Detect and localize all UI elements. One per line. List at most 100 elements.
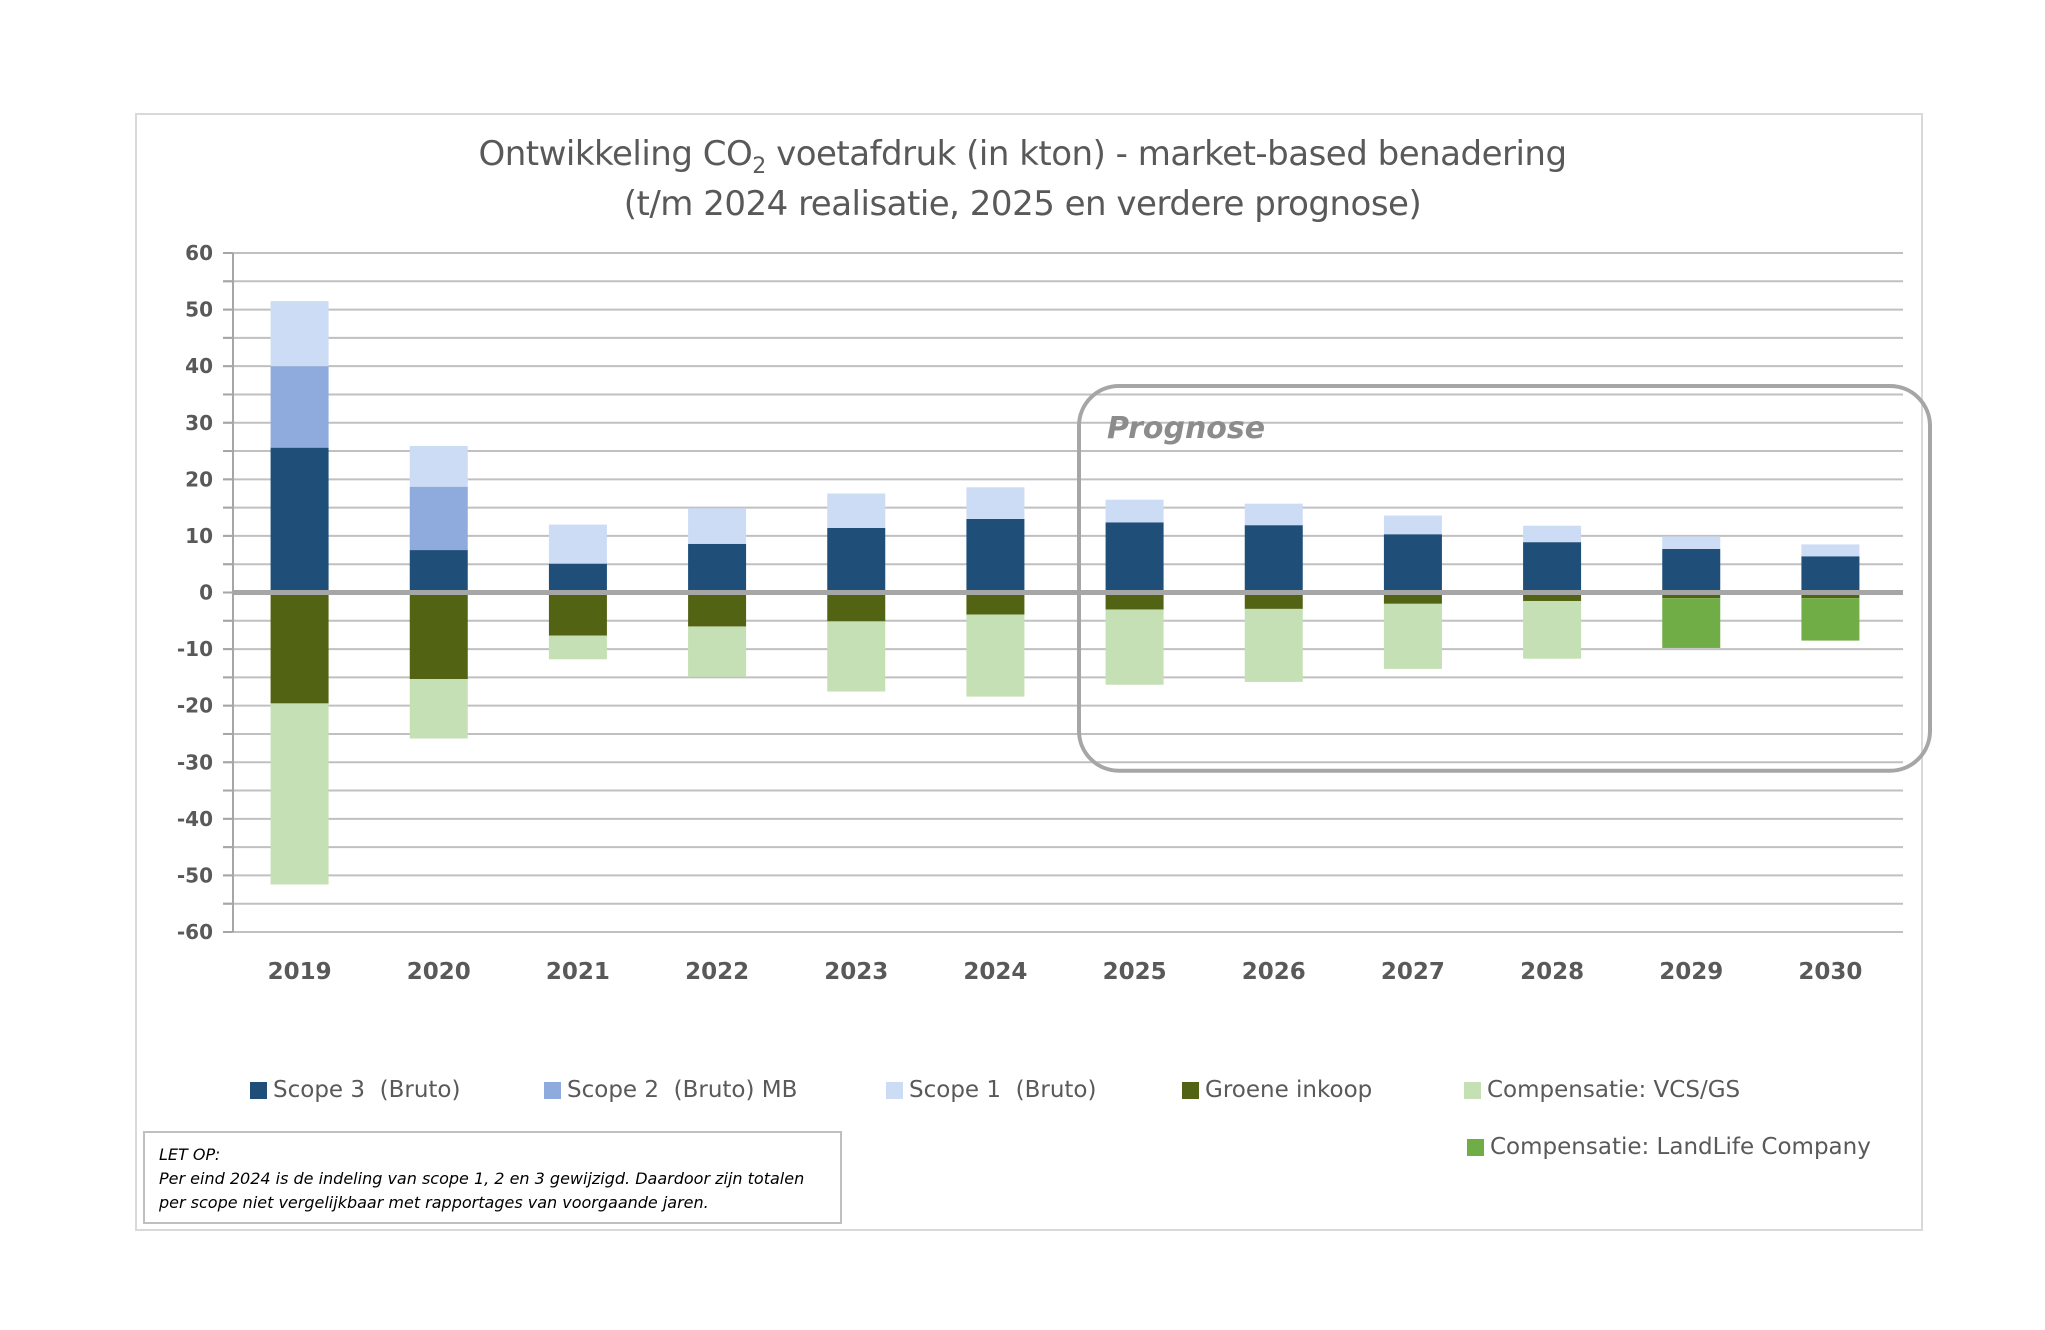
bar-2021-series-2 (548, 524, 607, 564)
bar-2019-series-3 (270, 592, 329, 704)
legend-item: Scope 2 (Bruto) MB (544, 1077, 797, 1103)
x-tick-label: 2019 (268, 959, 332, 985)
bar-2028-series-2 (1523, 525, 1582, 543)
y-tick-label: 10 (185, 524, 213, 548)
legend-label: Groene inkoop (1205, 1077, 1373, 1103)
x-tick-label: 2029 (1659, 959, 1723, 985)
bar-2021-series-4 (548, 635, 607, 660)
bar-2019-series-0 (270, 447, 329, 593)
y-tick-label: 20 (185, 467, 213, 491)
bar-2030-series-5 (1801, 598, 1860, 641)
note-line-1: Per eind 2024 is de indeling van scope 1… (159, 1169, 805, 1188)
y-tick-label: -50 (177, 863, 213, 887)
bar-2022-series-4 (688, 626, 747, 677)
legend-swatch (1182, 1081, 1199, 1099)
legend-swatch (1464, 1081, 1481, 1099)
note-heading: LET OP: (159, 1145, 221, 1164)
bar-2027-series-0 (1383, 534, 1442, 593)
legend-item: Compensatie: LandLife Company (1467, 1134, 1871, 1160)
x-tick-label: 2028 (1520, 959, 1584, 985)
y-tick-label: 40 (185, 354, 213, 378)
legend-label: Scope 2 (Bruto) MB (567, 1077, 798, 1103)
bar-2026-series-4 (1244, 608, 1303, 682)
x-tick-labels: 2019 2020 2021 2022 2023 2024 2025 2026 2027 2028… (268, 959, 1863, 985)
chart-title-line2: (t/m 2024 realisatie, 2025 en verdere pr… (623, 184, 1422, 224)
note-box: LET OP: Per eind 2024 is de indeling van… (143, 1131, 842, 1224)
y-tick-label: -20 (177, 694, 213, 718)
bar-2024-series-3 (966, 592, 1025, 615)
bar-2025-series-3 (1105, 592, 1164, 610)
legend-item: Scope 3 (Bruto) (250, 1077, 460, 1103)
legend-item: Compensatie: VCS/GS (1464, 1077, 1740, 1103)
bar-2023-series-0 (827, 527, 886, 593)
bar-2026-series-0 (1244, 525, 1303, 593)
bar-2022-series-3 (688, 592, 747, 627)
bar-2020-series-1 (409, 486, 468, 551)
legend-swatch (250, 1081, 267, 1099)
y-tick-label: 0 (199, 581, 213, 605)
bar-2028-series-3 (1523, 592, 1582, 601)
bar-2019-series-2 (270, 301, 329, 367)
bar-2022-series-2 (688, 508, 747, 544)
legend-label: Scope 3 (Bruto) (273, 1077, 461, 1103)
bar-2023-series-2 (827, 493, 886, 528)
bar-2029-series-2 (1662, 536, 1721, 549)
bar-2020-series-2 (409, 445, 468, 487)
bars (270, 301, 1860, 885)
y-tick-labels: 60 50 40 30 20 10 0 -10 -20 -30 -40 -50 -60 (177, 241, 213, 944)
bar-2027-series-4 (1383, 603, 1442, 669)
bar-2022-series-0 (688, 543, 747, 593)
bar-2029-series-3 (1662, 592, 1721, 599)
chart-title-line1: Ontwikkeling CO2 voetafdruk (in kton) - … (478, 134, 1567, 179)
legend-swatch (886, 1081, 903, 1099)
bar-2024-series-0 (966, 518, 1025, 593)
y-tick-label: -40 (177, 807, 213, 831)
x-tick-label: 2020 (407, 959, 471, 985)
bar-2025-series-2 (1105, 499, 1164, 523)
y-tick-label: -30 (177, 750, 213, 774)
bar-2024-series-2 (966, 487, 1025, 519)
legend-label: Compensatie: VCS/GS (1487, 1077, 1741, 1103)
gridlines (223, 252, 1903, 933)
y-tick-label: 50 (185, 298, 213, 322)
y-tick-label: 30 (185, 411, 213, 435)
bar-2020-series-0 (409, 550, 468, 593)
y-tick-label: -60 (177, 920, 213, 944)
prognose-box: Prognose (1077, 383, 1932, 773)
x-tick-label: 2024 (963, 959, 1027, 985)
bar-2023-series-4 (827, 621, 886, 692)
bar-2021-series-0 (548, 563, 607, 593)
x-tick-label: 2030 (1798, 959, 1862, 985)
bar-2030-series-2 (1801, 544, 1860, 557)
bar-2027-series-2 (1383, 515, 1442, 535)
legend-item: Scope 1 (Bruto) (886, 1077, 1096, 1103)
bar-2019-series-1 (270, 366, 329, 448)
legend-swatch (1467, 1138, 1484, 1156)
x-tick-label: 2021 (546, 959, 610, 985)
legend-item: Groene inkoop (1182, 1077, 1372, 1103)
bar-2025-series-4 (1105, 609, 1164, 685)
bar-2019-series-4 (270, 703, 329, 885)
prognose-label: Prognose (1107, 411, 1265, 446)
bar-2029-series-0 (1662, 548, 1721, 593)
bar-2030-series-3 (1801, 592, 1860, 599)
legend-label: Compensatie: LandLife Company (1490, 1134, 1871, 1160)
x-tick-label: 2023 (824, 959, 888, 985)
y-tick-label: -10 (177, 637, 213, 661)
bar-2030-series-0 (1801, 556, 1860, 593)
bar-2026-series-3 (1244, 592, 1303, 609)
x-tick-label: 2022 (685, 959, 749, 985)
bar-2026-series-2 (1244, 503, 1303, 526)
bar-2028-series-4 (1523, 600, 1582, 659)
prognose-outline (1077, 383, 1932, 773)
bar-2024-series-4 (966, 614, 1025, 697)
axes (223, 252, 1903, 933)
legend-swatch (544, 1081, 561, 1099)
bar-2025-series-0 (1105, 522, 1164, 593)
bar-2029-series-5 (1662, 598, 1721, 648)
x-tick-label: 2025 (1103, 959, 1167, 985)
x-tick-label: 2027 (1381, 959, 1445, 985)
bar-2023-series-3 (827, 592, 886, 622)
bar-2021-series-3 (548, 592, 607, 636)
